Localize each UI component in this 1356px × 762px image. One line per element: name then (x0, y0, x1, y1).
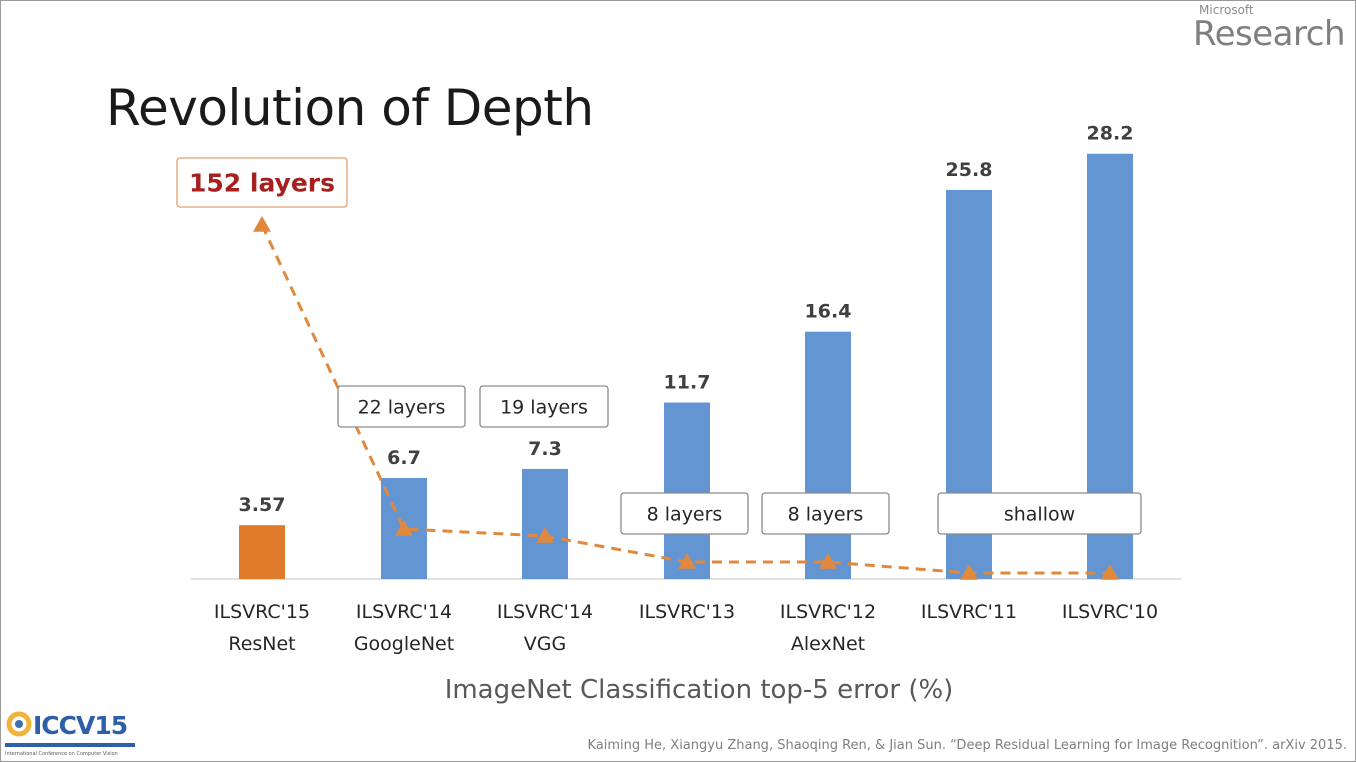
iccv-logo-caption: International Conference on Computer Vis… (5, 751, 118, 757)
x-tick-label: ResNet (228, 633, 295, 655)
x-tick-label: AlexNet (791, 633, 865, 655)
depth-callout-label: shallow (1004, 504, 1075, 526)
x-tick-label: ILSVRC'11 (921, 601, 1017, 623)
depth-trend-marker (395, 520, 413, 536)
bar (239, 525, 285, 579)
x-tick-label: ILSVRC'14 (356, 601, 452, 623)
bar (664, 402, 710, 579)
x-tick-label: ILSVRC'12 (780, 601, 876, 623)
bar-value-label: 25.8 (946, 159, 993, 181)
depth-callout-box (937, 492, 1142, 535)
research-wordmark: Research (1193, 14, 1345, 54)
depth-callout-label: 22 layers (358, 397, 446, 419)
iccv-logo-ring (6, 711, 32, 737)
depth-callout-box (479, 385, 609, 428)
x-tick-label: ILSVRC'10 (1062, 601, 1158, 623)
x-tick-label: ILSVRC'13 (639, 601, 735, 623)
bar (522, 468, 568, 579)
bar-value-label: 28.2 (1087, 123, 1134, 145)
depth-callout-box (337, 385, 466, 428)
iccv-logo: ICCV15 International Conference on Compu… (5, 711, 135, 757)
bar-value-label: 6.7 (387, 447, 421, 469)
depth-callout-label: 8 layers (647, 504, 723, 526)
microsoft-research-logo: Microsoft Research (1193, 3, 1345, 51)
bar-value-label: 3.57 (239, 494, 286, 516)
depth-callout-label: 8 layers (788, 504, 864, 526)
depth-trend-marker (1101, 564, 1119, 580)
slide-title: Revolution of Depth (106, 79, 594, 137)
depth-trend-marker (253, 216, 271, 232)
depth-trend-marker (819, 553, 837, 569)
depth-callout-box (176, 157, 348, 208)
depth-trend-marker (678, 553, 696, 569)
depth-callout-box (761, 492, 890, 535)
x-axis-label: ImageNet Classification top-5 error (%) (444, 675, 954, 705)
depth-trend-marker (536, 527, 554, 543)
iccv-logo-dot (15, 720, 23, 728)
x-tick-label: GoogleNet (354, 633, 454, 655)
iccv-logo-text: ICCV15 (33, 711, 127, 740)
depth-callout-box (620, 492, 749, 535)
x-tick-label: VGG (524, 633, 566, 655)
iccv-logo-bar (5, 743, 135, 747)
depth-callout-label: 19 layers (500, 397, 588, 419)
x-tick-label: ILSVRC'15 (214, 601, 310, 623)
depth-callout-label: 152 layers (189, 169, 335, 198)
bar-value-label: 7.3 (528, 438, 562, 460)
depth-trend-marker (960, 564, 978, 580)
bar (805, 331, 851, 579)
microsoft-wordmark: Microsoft (1199, 3, 1254, 17)
bar-value-label: 11.7 (664, 372, 711, 394)
x-tick-label: ILSVRC'14 (497, 601, 593, 623)
citation: Kaiming He, Xiangyu Zhang, Shaoqing Ren,… (587, 738, 1347, 753)
bar-value-label: 16.4 (805, 301, 852, 323)
